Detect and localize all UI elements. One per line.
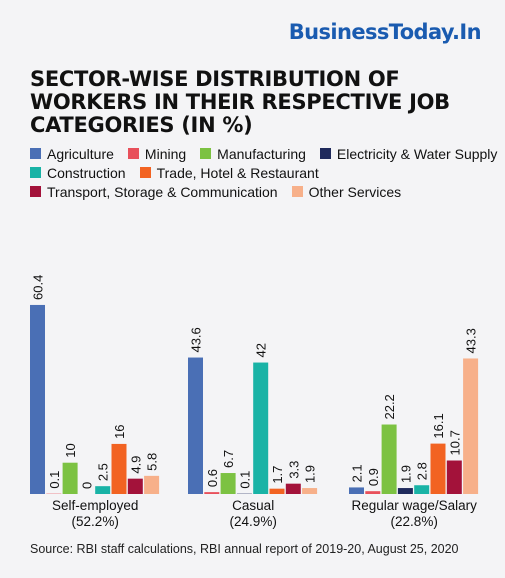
- legend-label: Mining: [144, 145, 187, 162]
- data-label: 42: [254, 343, 269, 357]
- legend-swatch: [127, 148, 139, 159]
- bar: [302, 488, 318, 494]
- bar: [188, 357, 203, 494]
- legend-swatch: [30, 167, 41, 178]
- bar: [220, 473, 236, 494]
- bar: [446, 460, 462, 494]
- legend: Agriculture Mining Manufacturing Electricit…: [30, 145, 500, 200]
- chart-title: SECTOR-WISE DISTRIBUTION OF WORKERS IN T…: [30, 67, 450, 137]
- category-label: (24.9%): [230, 514, 277, 529]
- data-label: 0.6: [205, 469, 220, 487]
- data-label: 6.7: [221, 450, 236, 468]
- data-label: 22.2: [382, 394, 397, 419]
- legend-swatch: [200, 148, 212, 159]
- data-label: 5.8: [145, 453, 160, 471]
- legend-label: Manufacturing: [217, 145, 306, 162]
- legend-swatch: [291, 186, 303, 197]
- category-label: (22.8%): [391, 514, 438, 529]
- data-label: 0.1: [47, 471, 62, 489]
- legend-item: Trade, Hotel & Restaurant: [139, 164, 319, 181]
- bar: [269, 488, 285, 494]
- data-label: 10: [63, 443, 78, 457]
- category-label: (52.2%): [72, 514, 119, 529]
- data-label: 0.1: [237, 471, 252, 489]
- bar: [381, 424, 397, 494]
- bar: [30, 304, 45, 494]
- data-label: 10.7: [447, 430, 462, 455]
- data-label: 43.3: [464, 328, 479, 353]
- brand-logo: BusinessToday.In: [288, 20, 482, 44]
- bar: [463, 358, 479, 494]
- data-label: 4.9: [128, 456, 143, 474]
- source-note: Source: RBI staff calculations, RBI annu…: [30, 542, 459, 556]
- legend-swatch: [30, 186, 41, 197]
- data-label: 1.9: [303, 465, 318, 483]
- legend-label: Construction: [47, 164, 126, 181]
- legend-item: Transport, Storage & Communication: [30, 183, 278, 200]
- category-label: Casual: [232, 498, 274, 513]
- legend-swatch: [139, 167, 151, 178]
- data-label: 2.8: [415, 462, 430, 480]
- bar: [127, 478, 143, 494]
- bar: [253, 362, 269, 494]
- data-label: 3.3: [286, 461, 301, 479]
- data-label: 43.6: [189, 327, 204, 352]
- legend-item: Other Services: [291, 183, 402, 200]
- legend-label: Transport, Storage & Communication: [47, 183, 278, 200]
- bar: [365, 491, 381, 494]
- legend-label: Electricity & Water Supply: [336, 145, 498, 162]
- data-label: 1.9: [398, 465, 413, 483]
- category-label: Regular wage/Salary: [352, 498, 478, 513]
- legend-item: Construction: [30, 164, 126, 181]
- legend-item: Agriculture: [30, 145, 114, 162]
- data-label: 0: [79, 482, 94, 489]
- data-label: 2.5: [96, 463, 111, 481]
- data-label: 1.7: [270, 466, 285, 484]
- data-label: 60.4: [31, 275, 46, 300]
- bar: [95, 486, 111, 494]
- legend-swatch: [30, 148, 41, 159]
- legend-item: Electricity & Water Supply: [319, 145, 498, 162]
- data-label: 0.9: [366, 468, 381, 486]
- bar: [62, 462, 78, 494]
- bar: [397, 488, 413, 494]
- category-label: Self-employed: [52, 498, 138, 513]
- data-label: 16: [112, 424, 127, 438]
- legend-label: Trade, Hotel & Restaurant: [156, 164, 319, 181]
- data-label: 16.1: [431, 413, 446, 438]
- legend-item: Mining: [127, 145, 187, 162]
- bar: [285, 483, 301, 494]
- legend-label: Other Services: [308, 183, 402, 200]
- legend-swatch: [319, 148, 331, 159]
- data-label: 2.1: [350, 464, 365, 482]
- bar: [204, 492, 220, 494]
- legend-label: Agriculture: [47, 145, 114, 162]
- bar: [430, 443, 446, 494]
- bar: [349, 487, 364, 494]
- bar: [111, 443, 127, 494]
- bar: [144, 475, 160, 494]
- legend-item: Manufacturing: [200, 145, 306, 162]
- bar: [414, 485, 430, 494]
